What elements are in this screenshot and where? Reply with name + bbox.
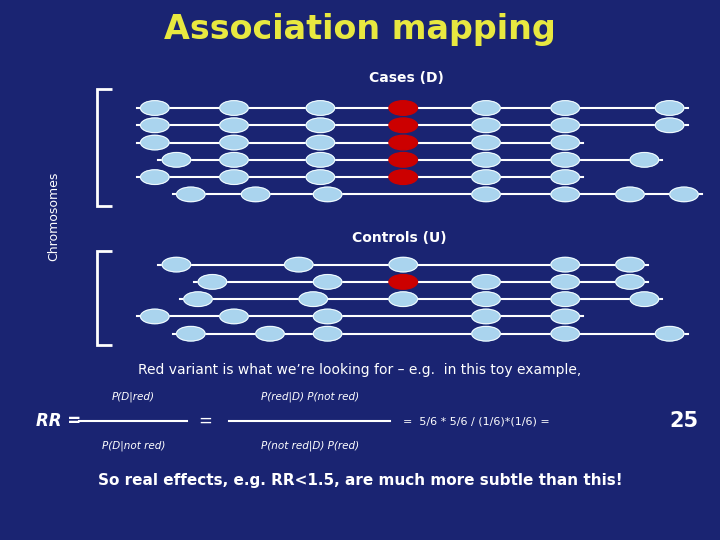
Ellipse shape [184,292,212,306]
Ellipse shape [472,292,500,306]
Ellipse shape [472,309,500,324]
Ellipse shape [140,100,169,116]
Ellipse shape [313,187,342,201]
Ellipse shape [220,170,248,185]
Text: Cases (D): Cases (D) [369,71,444,85]
Ellipse shape [551,118,580,132]
Ellipse shape [220,309,248,324]
Ellipse shape [551,170,580,185]
Ellipse shape [472,135,500,150]
Text: So real effects, e.g. RR<1.5, are much more subtle than this!: So real effects, e.g. RR<1.5, are much m… [98,473,622,488]
Ellipse shape [313,309,342,324]
Ellipse shape [389,100,418,116]
Text: Controls (U): Controls (U) [352,231,447,245]
Ellipse shape [472,170,500,185]
Ellipse shape [313,326,342,341]
Ellipse shape [551,258,580,272]
Ellipse shape [176,326,205,341]
Text: Red variant is what we’re looking for – e.g.  in this toy example,: Red variant is what we’re looking for – … [138,363,582,377]
Ellipse shape [389,258,418,272]
Ellipse shape [299,292,328,306]
Ellipse shape [389,152,418,167]
Text: RR =: RR = [36,412,81,430]
Ellipse shape [198,274,227,289]
Ellipse shape [616,187,644,201]
Ellipse shape [551,326,580,341]
Ellipse shape [241,187,270,201]
Ellipse shape [655,326,684,341]
Text: Chromosomes: Chromosomes [48,171,60,261]
Ellipse shape [472,118,500,132]
Ellipse shape [551,152,580,167]
Ellipse shape [389,135,418,150]
Ellipse shape [306,152,335,167]
Ellipse shape [551,187,580,201]
Ellipse shape [551,100,580,116]
Ellipse shape [220,152,248,167]
Ellipse shape [551,135,580,150]
Ellipse shape [472,274,500,289]
Ellipse shape [389,274,418,289]
Ellipse shape [616,258,644,272]
Text: =: = [198,412,212,430]
Ellipse shape [655,100,684,116]
Text: P(red|D) P(not red): P(red|D) P(not red) [261,392,359,402]
Ellipse shape [472,100,500,116]
Ellipse shape [313,274,342,289]
Text: Association mapping: Association mapping [164,13,556,46]
Ellipse shape [630,292,659,306]
Ellipse shape [670,187,698,201]
Ellipse shape [655,118,684,132]
Ellipse shape [220,135,248,150]
Ellipse shape [472,187,500,201]
Ellipse shape [630,152,659,167]
Ellipse shape [176,187,205,201]
Ellipse shape [140,170,169,185]
Text: =  5/6 * 5/6 / (1/6)*(1/6) =: = 5/6 * 5/6 / (1/6)*(1/6) = [403,416,550,426]
Ellipse shape [220,118,248,132]
Text: P(not red|D) P(red): P(not red|D) P(red) [261,440,359,451]
Text: P(D|not red): P(D|not red) [102,440,165,451]
Ellipse shape [162,152,191,167]
Ellipse shape [306,135,335,150]
Ellipse shape [389,292,418,306]
Text: 25: 25 [670,411,698,431]
Text: P(D|red): P(D|red) [112,392,155,402]
Ellipse shape [551,309,580,324]
Ellipse shape [551,292,580,306]
Ellipse shape [140,309,169,324]
Ellipse shape [162,258,191,272]
Ellipse shape [306,118,335,132]
Ellipse shape [140,135,169,150]
Ellipse shape [256,326,284,341]
Ellipse shape [220,100,248,116]
Ellipse shape [472,326,500,341]
Ellipse shape [472,152,500,167]
Ellipse shape [616,274,644,289]
Ellipse shape [551,274,580,289]
Ellipse shape [306,170,335,185]
Ellipse shape [389,118,418,132]
Ellipse shape [306,100,335,116]
Ellipse shape [284,258,313,272]
Ellipse shape [389,170,418,185]
Ellipse shape [140,118,169,132]
